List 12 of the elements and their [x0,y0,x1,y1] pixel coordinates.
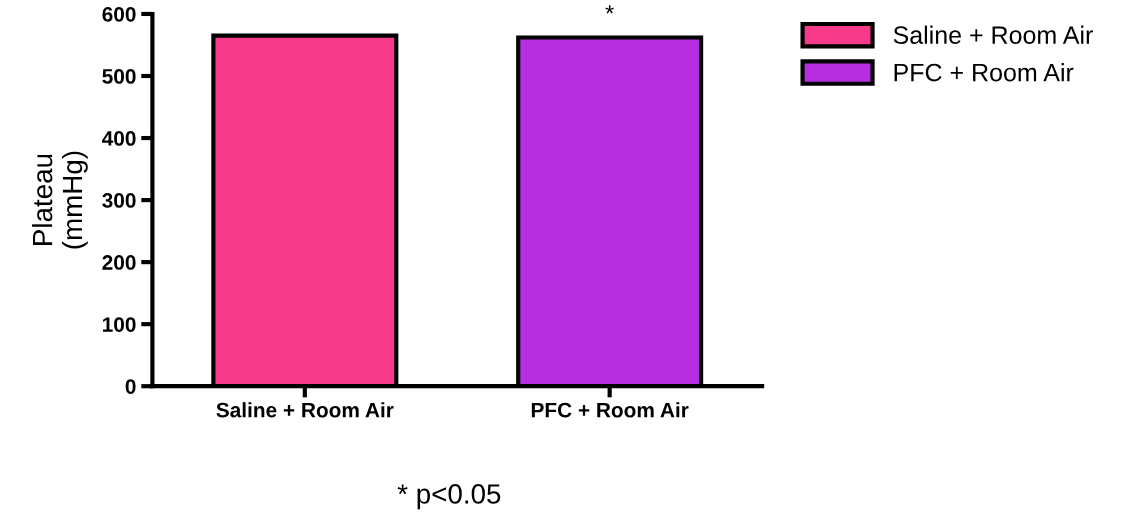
y-tick-label: 0 [125,379,136,394]
y-tick-label: 500 [102,69,136,84]
y-tick-label: 600 [102,6,136,22]
legend-label: PFC + Room Air [894,63,1074,82]
annotation: * [605,5,614,14]
y-tick-label: 100 [103,317,136,332]
y-tick-label: 300 [102,193,136,208]
y-tick-label: 200 [102,255,136,270]
y-axis-title: Plateau (mmHg) [31,151,88,249]
y-tick-label: 400 [102,131,136,146]
legend-label: Saline + Room Air [893,25,1093,44]
text: * p<0.05 [397,484,501,510]
